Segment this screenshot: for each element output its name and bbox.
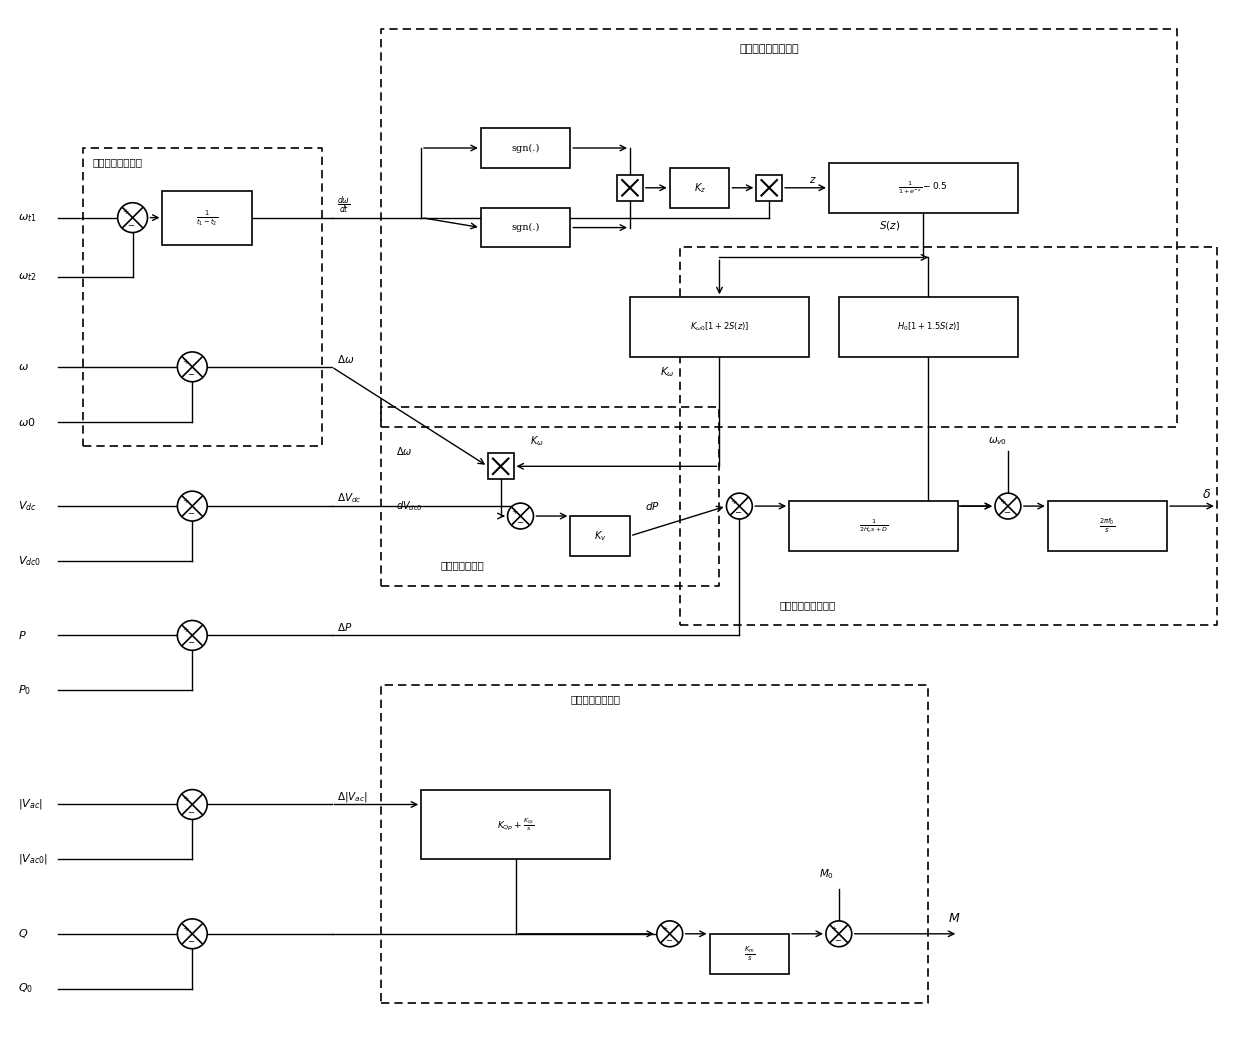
- Text: +: +: [512, 507, 518, 516]
- Text: $S(z)$: $S(z)$: [879, 219, 900, 232]
- Text: +: +: [661, 926, 667, 933]
- Bar: [838, 297, 1018, 357]
- Bar: [618, 175, 642, 201]
- Text: $\Delta|V_{ac}|$: $\Delta|V_{ac}|$: [336, 790, 367, 803]
- Text: +: +: [999, 498, 1006, 505]
- Bar: [1048, 501, 1167, 551]
- Text: −: −: [187, 510, 195, 519]
- Text: $\omega 0$: $\omega 0$: [19, 415, 36, 428]
- Text: −: −: [187, 371, 195, 379]
- Text: 参数自适应调节模块: 参数自适应调节模块: [739, 44, 799, 53]
- Text: −: −: [516, 519, 523, 527]
- Text: $M$: $M$: [949, 912, 961, 926]
- Text: 虚拟同步机控制模块: 虚拟同步机控制模块: [779, 601, 836, 610]
- Circle shape: [177, 492, 207, 521]
- Text: $\Delta P$: $\Delta P$: [336, 621, 352, 634]
- Text: sgn(.): sgn(.): [511, 143, 539, 153]
- Text: sgn(.): sgn(.): [511, 223, 539, 232]
- Text: −: −: [1003, 509, 1011, 517]
- Text: $V_{dc0}$: $V_{dc0}$: [19, 554, 41, 568]
- Text: $P$: $P$: [19, 630, 27, 641]
- Text: $\Delta\omega$: $\Delta\omega$: [397, 446, 413, 457]
- Text: −: −: [734, 509, 742, 517]
- Text: $\Delta\omega$: $\Delta\omega$: [336, 353, 353, 365]
- Text: $Q$: $Q$: [19, 928, 29, 940]
- Text: −: −: [835, 937, 841, 945]
- Bar: [756, 175, 782, 201]
- Text: $\frac{2\pi f_0}{s}$: $\frac{2\pi f_0}{s}$: [1100, 517, 1116, 536]
- Text: $P_0$: $P_0$: [19, 683, 31, 697]
- Text: $\delta$: $\delta$: [1202, 487, 1211, 501]
- Text: $\Delta V_{dc}$: $\Delta V_{dc}$: [336, 492, 361, 505]
- Circle shape: [657, 920, 683, 947]
- Text: $|V_{ac}|$: $|V_{ac}|$: [19, 797, 43, 812]
- Bar: [481, 128, 570, 168]
- Bar: [487, 453, 513, 479]
- Circle shape: [177, 620, 207, 651]
- Text: $H_0[1+1.5S(z)]$: $H_0[1+1.5S(z)]$: [897, 321, 960, 334]
- Text: $V_{dc}$: $V_{dc}$: [19, 499, 37, 513]
- Text: −: −: [128, 222, 135, 230]
- Bar: [630, 297, 808, 357]
- Text: +: +: [182, 795, 188, 803]
- Circle shape: [177, 918, 207, 949]
- Bar: [162, 190, 252, 246]
- Text: $K_v$: $K_v$: [594, 529, 606, 543]
- Circle shape: [118, 203, 148, 232]
- Text: $K_{\omega}$: $K_{\omega}$: [531, 434, 544, 449]
- Bar: [670, 168, 729, 208]
- Bar: [789, 501, 959, 551]
- Text: $Q_0$: $Q_0$: [19, 981, 33, 996]
- Text: +: +: [830, 926, 836, 933]
- Text: $\frac{d\omega}{dt}$: $\frac{d\omega}{dt}$: [336, 195, 350, 217]
- Text: +: +: [123, 208, 129, 217]
- Text: $\frac{K_m}{s}$: $\frac{K_m}{s}$: [744, 945, 755, 962]
- Text: $\frac{1}{t_1-t_2}$: $\frac{1}{t_1-t_2}$: [196, 208, 218, 228]
- Circle shape: [727, 493, 753, 519]
- Text: $dP$: $dP$: [645, 500, 660, 513]
- Text: $\omega$: $\omega$: [19, 362, 29, 371]
- Text: −: −: [187, 639, 195, 647]
- Text: $K_{\omega}$: $K_{\omega}$: [660, 365, 675, 379]
- Text: $K_{\omega 0}[1+2S(z)]$: $K_{\omega 0}[1+2S(z)]$: [689, 321, 749, 334]
- Text: 虚拟调速器模块: 虚拟调速器模块: [441, 562, 485, 570]
- Bar: [422, 790, 610, 859]
- Text: $K_{Qp}+\frac{K_{Qt}}{s}$: $K_{Qp}+\frac{K_{Qt}}{s}$: [497, 816, 534, 833]
- Circle shape: [994, 493, 1021, 519]
- Text: $\omega_{v0}$: $\omega_{v0}$: [988, 435, 1007, 448]
- Circle shape: [177, 790, 207, 819]
- Text: −: −: [187, 809, 195, 817]
- Circle shape: [826, 920, 852, 947]
- Bar: [828, 163, 1018, 212]
- Text: $\omega_{t1}$: $\omega_{t1}$: [19, 211, 37, 224]
- Text: $dV_{dc0}$: $dV_{dc0}$: [397, 499, 423, 513]
- Text: $K_z$: $K_z$: [693, 181, 706, 195]
- Bar: [481, 208, 570, 248]
- Text: $\omega_{t2}$: $\omega_{t2}$: [19, 271, 37, 283]
- Bar: [709, 934, 789, 974]
- Text: 无功功率控制模块: 无功功率控制模块: [570, 696, 620, 705]
- Text: +: +: [730, 498, 737, 505]
- Text: −: −: [187, 938, 195, 946]
- Text: +: +: [182, 358, 188, 366]
- Text: $\frac{1}{2H_vs+D}$: $\frac{1}{2H_vs+D}$: [859, 517, 888, 535]
- Circle shape: [177, 351, 207, 382]
- Text: $\frac{1}{1+e^{-z}}-0.5$: $\frac{1}{1+e^{-z}}-0.5$: [899, 180, 949, 196]
- Text: $|V_{ac0}|$: $|V_{ac0}|$: [19, 852, 48, 866]
- Text: +: +: [182, 627, 188, 634]
- Text: $M_0$: $M_0$: [818, 867, 835, 881]
- Text: −: −: [665, 937, 672, 945]
- Text: $z$: $z$: [808, 175, 817, 185]
- Circle shape: [507, 503, 533, 529]
- Text: +: +: [182, 925, 188, 933]
- Text: 参数偏差获取模块: 参数偏差获取模块: [93, 158, 143, 167]
- Text: +: +: [182, 497, 188, 505]
- Bar: [570, 516, 630, 555]
